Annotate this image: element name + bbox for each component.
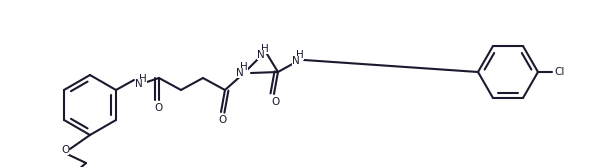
Text: O: O [272, 97, 280, 107]
Text: H: H [261, 44, 269, 54]
Text: O: O [219, 115, 227, 125]
Text: O: O [61, 145, 69, 155]
Text: O: O [155, 103, 163, 113]
Text: H: H [139, 74, 147, 84]
Text: N: N [292, 56, 300, 66]
Text: N: N [135, 79, 143, 89]
Text: H: H [240, 62, 248, 72]
Text: N: N [236, 68, 244, 78]
Text: N: N [257, 50, 265, 60]
Text: Cl: Cl [555, 67, 565, 77]
Text: H: H [296, 50, 304, 60]
